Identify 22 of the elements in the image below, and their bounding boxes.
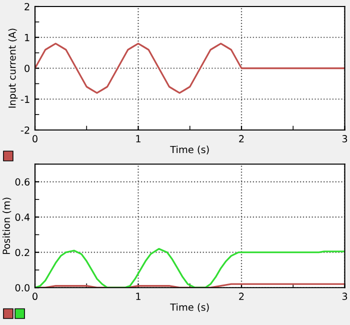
x-tick-label: 0 — [32, 135, 38, 142]
y-tick-label: 0 — [24, 64, 30, 72]
y-axis-title: Input current (A) — [8, 28, 18, 108]
x-tick-label: 3 — [342, 292, 348, 300]
x-tick-label: 1 — [136, 292, 140, 300]
line-series — [35, 42, 345, 94]
y-tick-label: 0.2 — [15, 248, 30, 256]
y-axis-title: Position (m) — [2, 198, 12, 254]
x-axis-title: Time (s) — [170, 303, 209, 312]
x-tick-label: 1 — [136, 135, 140, 142]
y-tick-label: -2 — [20, 126, 30, 134]
y-tick-label: 0.6 — [15, 178, 30, 186]
y-tick-label: 0.4 — [15, 214, 30, 221]
x-tick-label: 2 — [239, 135, 244, 142]
y-tick-label: -1 — [20, 96, 30, 103]
y-tick-label: 1 — [25, 34, 30, 42]
x-axis-title: Time (s) — [170, 146, 209, 154]
x-tick-label: 0 — [32, 292, 38, 300]
y-tick-label: 2 — [24, 2, 30, 10]
x-tick-label: 3 — [342, 135, 348, 142]
y-tick-label: 0.0 — [15, 284, 30, 292]
x-tick-label: 2 — [239, 292, 244, 300]
